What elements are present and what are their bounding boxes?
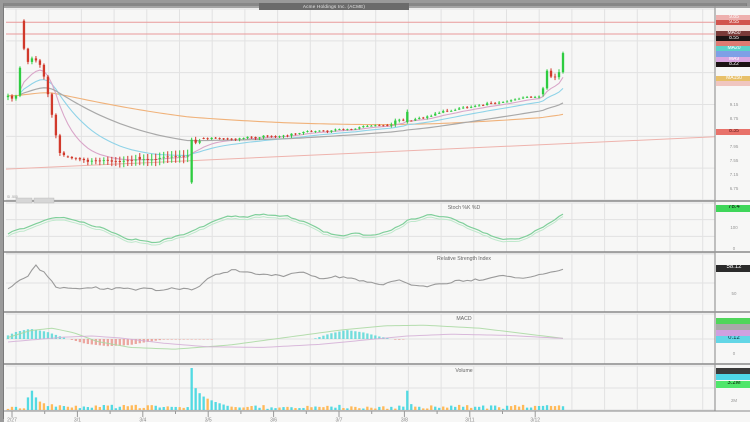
svg-text:3/7: 3/7 [336, 418, 343, 422]
svg-text:Volume: Volume [455, 368, 472, 374]
svg-text:3/11: 3/11 [465, 418, 475, 422]
svg-text:SI .500: SI .500 [7, 195, 18, 199]
svg-text:Relative Strength Index: Relative Strength Index [437, 256, 491, 262]
svg-text:MACD: MACD [456, 316, 472, 322]
svg-text:3/6: 3/6 [270, 418, 277, 422]
svg-text:3/1: 3/1 [74, 418, 81, 422]
svg-text:Stoch %K %D: Stoch %K %D [448, 205, 481, 211]
svg-text:3/5: 3/5 [205, 418, 212, 422]
svg-text:3/4: 3/4 [139, 418, 146, 422]
svg-text:3/12: 3/12 [530, 418, 540, 422]
svg-text:3/8: 3/8 [401, 418, 408, 422]
svg-text:2/27: 2/27 [7, 418, 17, 422]
